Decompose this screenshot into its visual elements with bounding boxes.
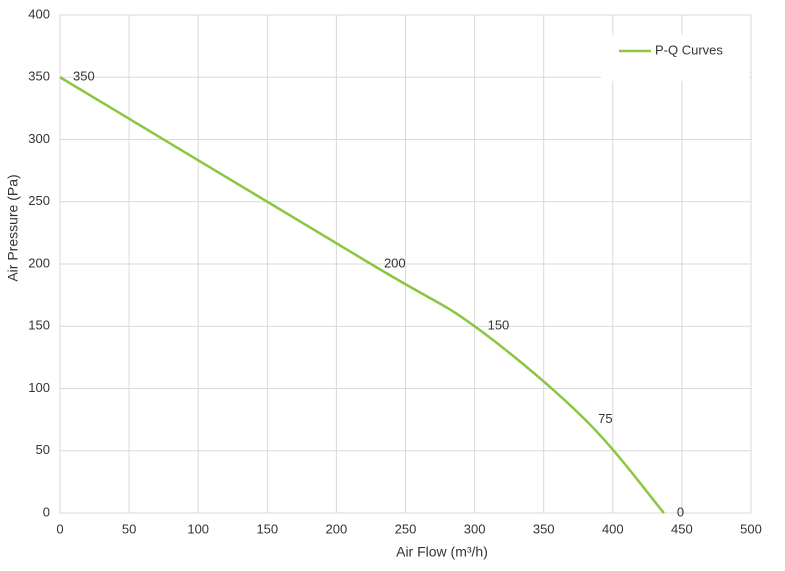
x-tick-label: 300 [464, 521, 486, 536]
legend-box [601, 35, 749, 81]
x-tick-label: 400 [602, 521, 624, 536]
data-label: 350 [73, 69, 95, 84]
x-tick-label: 0 [56, 521, 63, 536]
y-tick-label: 50 [36, 442, 50, 457]
x-tick-label: 150 [256, 521, 278, 536]
x-tick-label: 350 [533, 521, 555, 536]
data-label: 75 [598, 411, 612, 426]
x-tick-label: 500 [740, 521, 762, 536]
y-tick-label: 200 [28, 255, 50, 270]
y-tick-label: 150 [28, 318, 50, 333]
y-axis-label: Air Pressure (Pa) [5, 174, 21, 281]
x-tick-label: 100 [187, 521, 209, 536]
legend-label: P-Q Curves [655, 42, 723, 57]
y-tick-label: 100 [28, 380, 50, 395]
data-label: 0 [677, 504, 684, 519]
y-tick-label: 350 [28, 69, 50, 84]
y-tick-label: 300 [28, 131, 50, 146]
data-label: 200 [384, 255, 406, 270]
x-axis-label: Air Flow (m³/h) [396, 544, 488, 560]
series-line [59, 76, 665, 514]
y-tick-label: 0 [43, 504, 50, 519]
x-tick-label: 250 [395, 521, 417, 536]
data-label: 150 [488, 318, 510, 333]
y-tick-label: 400 [28, 6, 50, 21]
y-tick-label: 250 [28, 193, 50, 208]
x-tick-label: 200 [326, 521, 348, 536]
x-tick-label: 50 [122, 521, 136, 536]
x-tick-label: 450 [671, 521, 693, 536]
